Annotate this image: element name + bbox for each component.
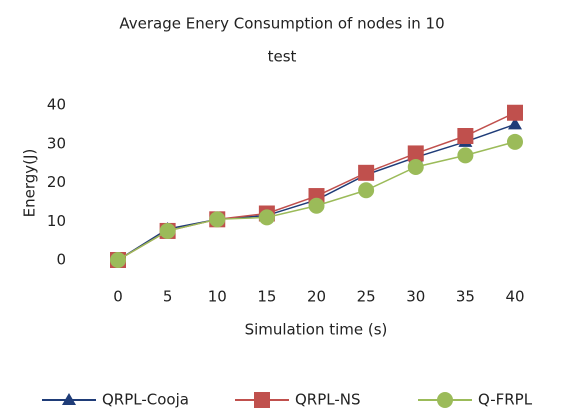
y-tick-label: 30 xyxy=(47,134,66,152)
x-tick-label: 40 xyxy=(505,288,524,306)
x-tick-label: 5 xyxy=(163,288,173,306)
y-tick-label: 20 xyxy=(47,173,66,191)
x-axis-label: Simulation time (s) xyxy=(245,321,388,339)
marker xyxy=(508,117,522,130)
legend-label: QRPL-NS xyxy=(295,391,361,408)
x-tick-label: 10 xyxy=(208,288,227,306)
marker xyxy=(254,392,270,408)
chart-title: test xyxy=(268,48,297,66)
y-axis-label: Energy(J) xyxy=(21,149,39,218)
marker xyxy=(457,128,474,144)
marker xyxy=(437,392,453,408)
marker xyxy=(457,147,474,164)
y-tick-label: 40 xyxy=(47,96,66,114)
legend-label: QRPL-Cooja xyxy=(102,391,189,408)
y-tick-label: 10 xyxy=(47,212,66,230)
marker xyxy=(407,159,424,175)
y-tick-label: 0 xyxy=(56,251,66,269)
legend-label: Q-FRPL xyxy=(478,391,533,408)
marker xyxy=(110,252,126,268)
marker xyxy=(62,393,76,405)
marker xyxy=(258,209,275,226)
marker xyxy=(308,197,325,214)
x-tick-label: 0 xyxy=(113,288,123,306)
x-tick-label: 25 xyxy=(357,288,376,306)
series-line xyxy=(117,112,516,261)
x-tick-label: 30 xyxy=(406,288,425,306)
x-tick-label: 20 xyxy=(307,288,326,306)
chart-title: Average Enery Consumption of nodes in 10 xyxy=(119,15,444,33)
x-tick-label: 15 xyxy=(257,288,276,306)
marker xyxy=(407,145,424,162)
marker xyxy=(507,133,523,150)
marker xyxy=(358,182,375,199)
marker xyxy=(507,104,523,121)
marker xyxy=(159,222,176,239)
x-tick-label: 35 xyxy=(456,288,475,306)
marker xyxy=(358,164,375,181)
marker xyxy=(209,211,226,228)
